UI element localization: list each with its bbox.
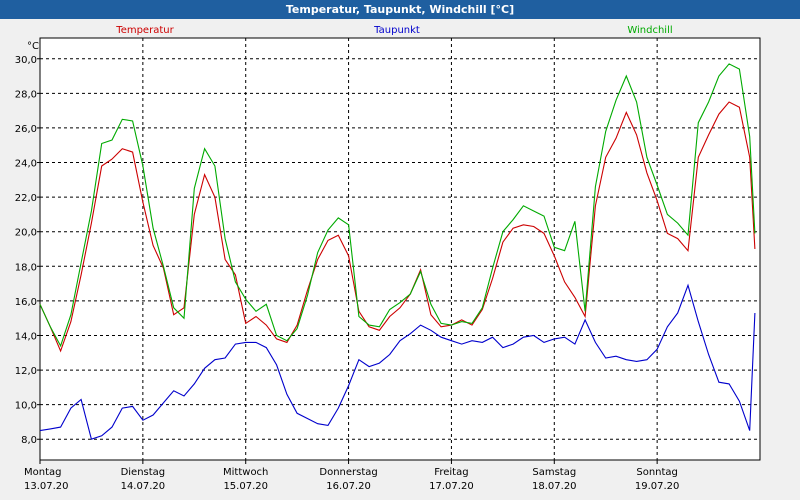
x-tick-date-label: 18.07.20 — [532, 481, 577, 492]
y-tick-label: 24,0 — [15, 159, 37, 170]
x-tick-date-label: 17.07.20 — [429, 481, 474, 492]
legend-item-taupunkt: Taupunkt — [373, 25, 420, 36]
x-tick-day-label: Dienstag — [121, 467, 166, 478]
x-tick-date-label: 19.07.20 — [635, 481, 680, 492]
y-axis-label: °C — [27, 41, 39, 52]
series-line-temperatur — [39, 101, 756, 353]
y-tick-label: 20,0 — [15, 228, 37, 239]
y-tick-label: 26,0 — [15, 124, 37, 135]
series-line-windchill — [39, 63, 756, 348]
y-axis: 8,0 10,0 12,0 14,0 16,0 18,0 20,0 22,0 24,0 26,0 2… — [15, 55, 40, 446]
y-tick-label: 8,0 — [21, 435, 37, 446]
y-tick-label: 12,0 — [15, 366, 37, 377]
legend: Temperatur Taupunkt Windchill — [115, 25, 672, 36]
x-axis: Montag 13.07.20 Dienstag 14.07.20 Mittwoch 15… — [24, 460, 679, 492]
series-lines — [39, 63, 756, 440]
legend-item-windchill: Windchill — [627, 25, 672, 36]
x-tick-date-label: 14.07.20 — [121, 481, 166, 492]
x-tick-day-label: Sonntag — [636, 467, 678, 478]
y-tick-label: 22,0 — [15, 193, 37, 204]
x-tick-date-label: 13.07.20 — [24, 481, 69, 492]
y-tick-label: 16,0 — [15, 297, 37, 308]
legend-item-temperatur: Temperatur — [115, 25, 174, 36]
x-tick-day-label: Mittwoch — [223, 467, 268, 478]
y-tick-label: 18,0 — [15, 262, 37, 273]
grid — [40, 38, 760, 460]
plot-area — [39, 37, 761, 461]
x-tick-day-label: Montag — [24, 467, 61, 478]
chart-title-bar: Temperatur, Taupunkt, Windchill [°C] — [0, 0, 800, 19]
x-tick-date-label: 16.07.20 — [326, 481, 371, 492]
chart-title: Temperatur, Taupunkt, Windchill [°C] — [285, 3, 515, 16]
x-tick-day-label: Freitag — [434, 467, 468, 478]
x-tick-date-label: 15.07.20 — [223, 481, 268, 492]
y-tick-label: 10,0 — [15, 401, 37, 412]
y-tick-label: 30,0 — [15, 55, 37, 66]
series-line-taupunkt — [39, 283, 756, 440]
y-tick-label: 28,0 — [15, 89, 37, 100]
x-tick-day-label: Samstag — [532, 467, 576, 478]
line-chart: 8,0 10,0 12,0 14,0 16,0 18,0 20,0 22,0 24,0 26,0 2… — [15, 25, 761, 492]
x-tick-day-label: Donnerstag — [319, 467, 377, 478]
y-tick-label: 14,0 — [15, 331, 37, 342]
